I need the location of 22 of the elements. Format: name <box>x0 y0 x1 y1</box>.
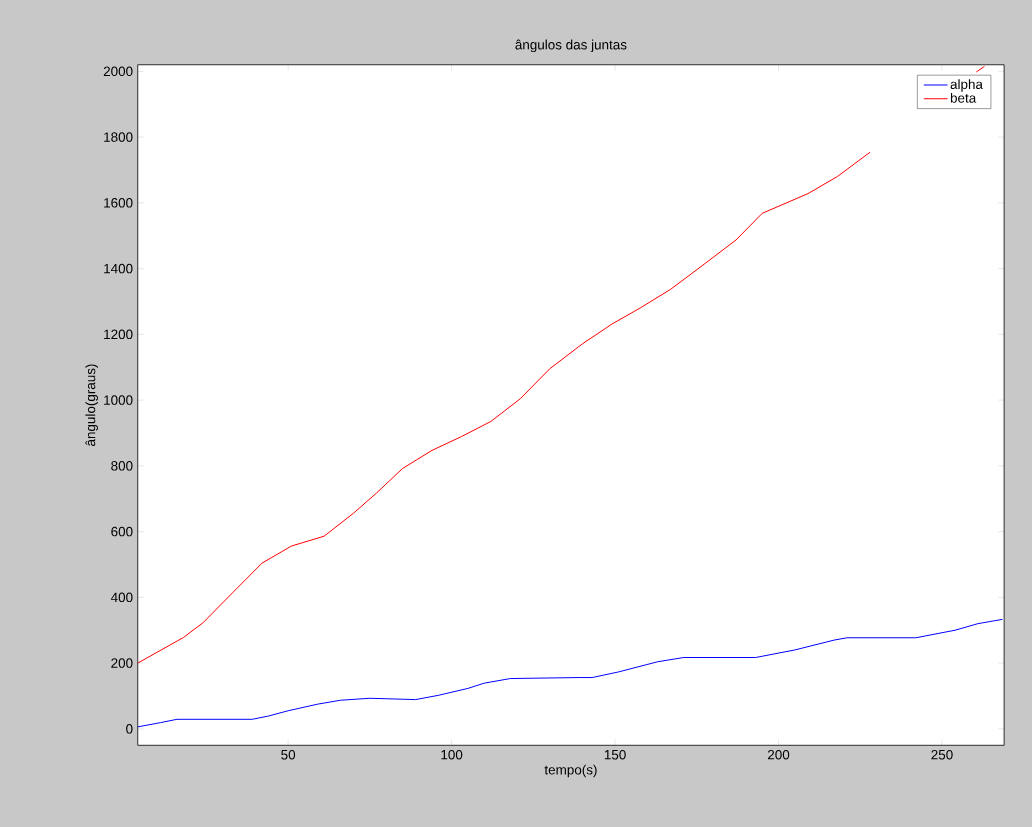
x-axis-title: tempo(s) <box>544 764 597 778</box>
y-tick-label: 800 <box>111 461 133 471</box>
y-tick-label: 1600 <box>104 198 133 208</box>
y-tick-label: 1200 <box>104 329 133 340</box>
y-tick-label: 0 <box>126 724 133 734</box>
line-series <box>137 618 1003 728</box>
y-tick-label: 1000 <box>104 395 133 405</box>
chart-title: ângulos das juntas <box>515 39 627 53</box>
y-tick-label: 400 <box>110 592 133 603</box>
y-tick-label: 600 <box>111 526 133 537</box>
y-axis-title: ângulo(graus) <box>85 364 98 446</box>
x-tick-label: 250 <box>931 749 953 760</box>
legend-label: alpha <box>950 79 983 92</box>
y-tick-label: 200 <box>111 658 133 668</box>
y-tick-label: 2000 <box>103 66 133 77</box>
legend-label: beta <box>950 92 977 103</box>
x-tick-label: 200 <box>767 749 790 760</box>
x-tick-label: 100 <box>441 749 463 760</box>
y-tick-label: 1400 <box>104 263 133 274</box>
x-tick-label: 50 <box>281 749 296 760</box>
x-tick-label: 150 <box>604 749 626 760</box>
y-tick-label: 1800 <box>104 132 133 142</box>
